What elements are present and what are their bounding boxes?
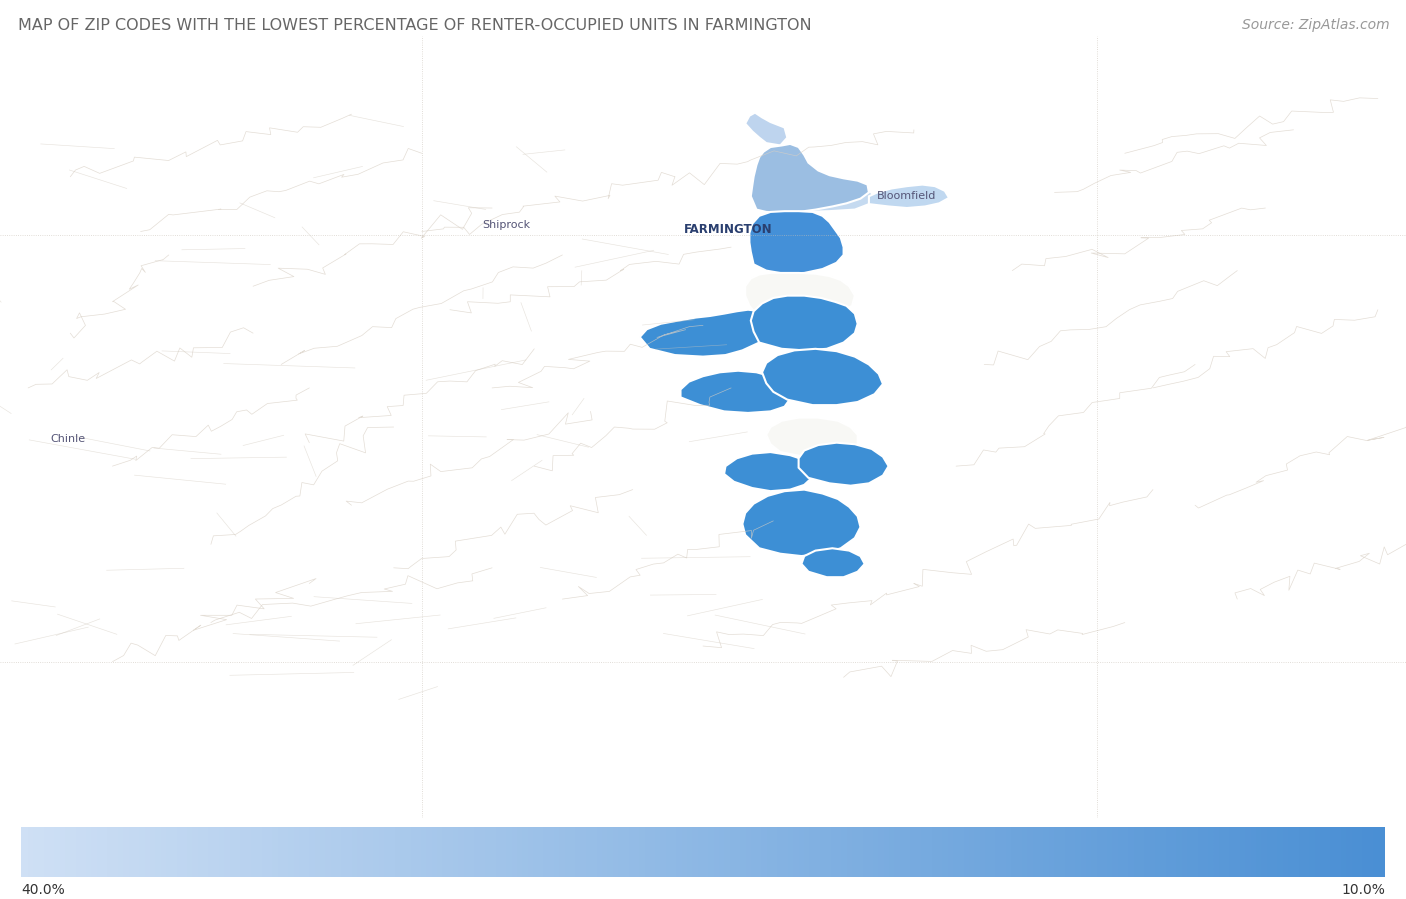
Polygon shape — [801, 548, 865, 577]
Text: FARMINGTON: FARMINGTON — [683, 224, 773, 236]
Polygon shape — [766, 418, 858, 457]
Text: Source: ZipAtlas.com: Source: ZipAtlas.com — [1241, 18, 1389, 32]
Text: 40.0%: 40.0% — [21, 883, 65, 897]
Polygon shape — [751, 296, 858, 351]
Text: Bloomfield: Bloomfield — [877, 191, 936, 201]
Polygon shape — [799, 442, 889, 485]
Text: 10.0%: 10.0% — [1341, 883, 1385, 897]
Polygon shape — [751, 144, 869, 213]
Polygon shape — [751, 144, 875, 212]
Polygon shape — [681, 370, 790, 413]
Polygon shape — [762, 349, 883, 405]
Polygon shape — [869, 184, 949, 208]
Text: Chinle: Chinle — [51, 433, 84, 444]
Text: Shiprock: Shiprock — [482, 220, 530, 230]
Polygon shape — [745, 273, 855, 319]
Polygon shape — [749, 211, 844, 273]
Polygon shape — [742, 490, 860, 556]
Polygon shape — [724, 452, 813, 491]
Polygon shape — [745, 112, 787, 146]
Text: MAP OF ZIP CODES WITH THE LOWEST PERCENTAGE OF RENTER-OCCUPIED UNITS IN FARMINGT: MAP OF ZIP CODES WITH THE LOWEST PERCENT… — [18, 18, 811, 33]
Polygon shape — [640, 309, 776, 357]
